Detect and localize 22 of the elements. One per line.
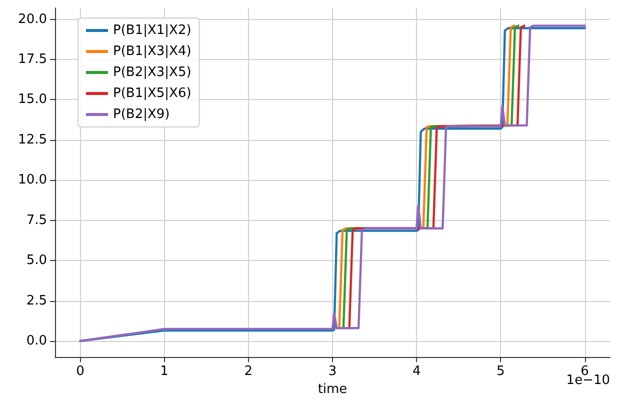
y-tick-label: 15.0 [18,92,47,108]
legend-label: P(B1|X1|X2) [113,23,192,38]
legend-label: P(B1|X5|X6) [113,86,192,101]
legend-label: P(B2|X9) [113,107,170,122]
y-tick-label: 5.0 [26,253,47,268]
y-tick-label: 7.5 [26,212,47,228]
y-tick-label: 12.5 [18,132,47,148]
x-axis-title: time [318,382,348,397]
y-tick-label: 20.0 [18,12,47,27]
y-tick-label: 0.0 [26,334,47,349]
x-tick-label: 5 [496,364,505,380]
y-tick-label: 10.0 [18,172,47,188]
legend-label: P(B2|X3|X5) [113,65,192,80]
x-tick-label: 0 [76,364,84,380]
x-tick-label: 1 [160,364,168,380]
legend-label: P(B1|X3|X4) [113,44,192,59]
y-tick-label: 2.5 [26,293,47,308]
x-tick-label: 2 [244,364,253,380]
x-tick-label: 4 [412,364,421,380]
text: 1e−10 [566,373,610,388]
x-tick-label: 3 [328,364,337,380]
y-tick-label: 17.5 [18,52,47,67]
